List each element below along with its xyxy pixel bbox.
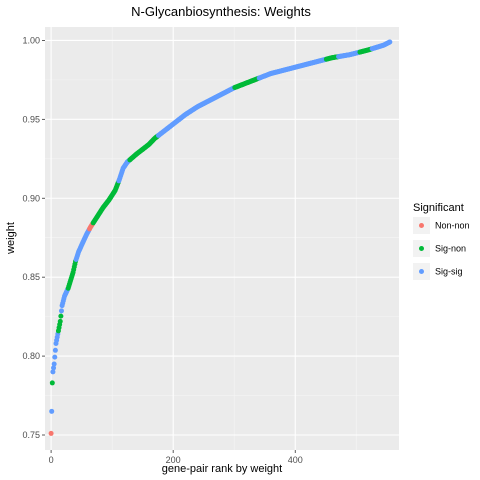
y-axis: 0.75 0.80 0.85 0.90 0.95 1.00 — [22, 35, 45, 440]
legend-entries: Non-non Sig-non Sig-sig — [413, 217, 470, 280]
data-point-sig-sig — [387, 39, 393, 45]
data-point-sig-non — [57, 318, 63, 324]
data-point-sig-sig — [49, 408, 55, 414]
data-point-sig-sig — [52, 347, 58, 353]
x-tick-label: 400 — [288, 455, 303, 465]
data-point-sig-sig — [51, 361, 57, 367]
legend-label: Sig-non — [435, 244, 466, 254]
y-tick-label: 0.85 — [22, 272, 40, 282]
data-point-non-non — [48, 430, 54, 436]
data-point-sig-sig — [52, 354, 58, 360]
legend-label: Non-non — [435, 221, 470, 231]
y-tick-label: 0.95 — [22, 114, 40, 124]
y-tick-label: 0.80 — [22, 351, 40, 361]
x-tick-label: 0 — [49, 455, 54, 465]
y-axis-title: weight — [5, 222, 17, 255]
legend-swatch — [419, 223, 424, 228]
legend-swatch — [419, 269, 424, 274]
legend-label: Sig-sig — [435, 267, 463, 277]
chart-title: N-Glycanbiosynthesis: Weights — [131, 4, 311, 19]
legend: Significant Non-non Sig-non Sig-sig — [413, 202, 470, 280]
legend-swatch — [419, 246, 424, 251]
x-axis: 0 200 400 — [49, 450, 303, 465]
legend-title: Significant — [413, 202, 464, 214]
minor-gridlines — [45, 27, 399, 450]
y-tick-label: 0.75 — [22, 430, 40, 440]
x-tick-label: 200 — [166, 455, 181, 465]
data-points — [48, 39, 393, 436]
plot-panel — [45, 27, 399, 450]
data-point-sig-sig — [50, 369, 56, 375]
data-point-sig-sig — [51, 365, 57, 371]
data-point-sig-non — [49, 380, 55, 386]
major-gridlines — [45, 27, 399, 450]
data-point-sig-non — [58, 313, 64, 319]
data-point-sig-sig — [58, 308, 64, 314]
y-tick-label: 1.00 — [22, 35, 40, 45]
x-axis-title: gene-pair rank by weight — [162, 463, 282, 475]
y-tick-label: 0.90 — [22, 193, 40, 203]
